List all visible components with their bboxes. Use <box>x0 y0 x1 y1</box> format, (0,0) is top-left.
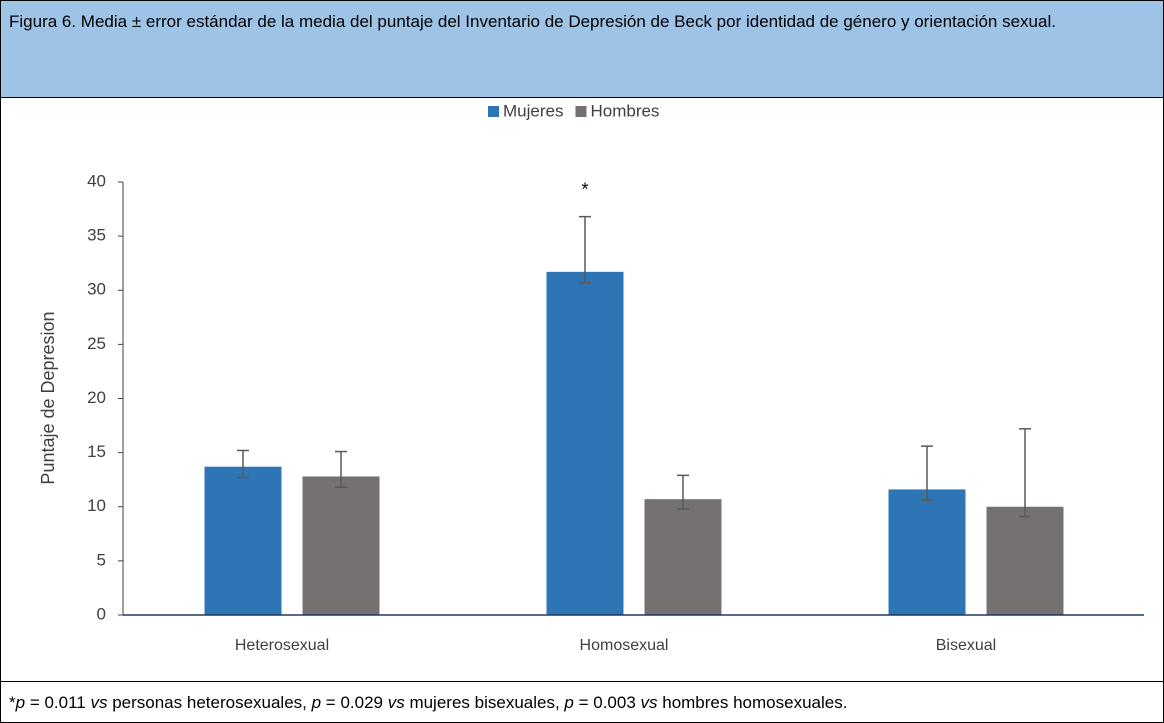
y-tick-label: 40 <box>87 171 106 190</box>
y-tick-label: 35 <box>87 226 106 245</box>
footnote-text: vs <box>90 693 108 712</box>
legend-label: Mujeres <box>503 101 563 120</box>
y-tick-label: 15 <box>87 442 106 461</box>
y-tick-label: 10 <box>87 496 106 515</box>
x-tick-label: Heterosexual <box>235 637 329 654</box>
annotation: * <box>581 179 588 199</box>
footnote-text: * <box>9 693 16 712</box>
x-tick-label: Bisexual <box>936 637 996 654</box>
footnote-text: hombres homosexuales. <box>657 693 848 712</box>
legend-swatch <box>575 106 587 117</box>
footnote-text: p <box>15 693 26 712</box>
legend-swatch <box>488 106 499 117</box>
footnote-text: = 0.003 <box>573 693 641 712</box>
bar <box>204 466 282 615</box>
footnote-text: p <box>311 693 322 712</box>
y-axis-label: Puntaje de Depresion <box>38 311 58 484</box>
footnote-text: = 0.029 <box>321 693 388 712</box>
bar <box>546 271 624 615</box>
bar <box>302 476 380 615</box>
footnote-text: p <box>564 693 574 712</box>
footnote-text: mujeres bisexuales, <box>404 693 565 712</box>
chart: Puntaje de Depresion 0 5 10 15 20 25 30 35 40 Het… <box>38 101 1144 654</box>
footnote: *p = 0.011 vs personas heterosexuales, p… <box>1 681 1163 723</box>
x-tick-label: Homosexual <box>580 637 669 654</box>
bar <box>888 489 966 615</box>
y-tick-label: 5 <box>97 550 106 569</box>
y-tick-label: 20 <box>87 388 106 407</box>
footnote-text: vs <box>640 693 658 712</box>
legend-label: Hombres <box>590 101 659 120</box>
y-tick-label: 25 <box>87 334 106 353</box>
y-tick-label: 0 <box>97 604 106 623</box>
footnote-text: = 0.011 <box>25 693 91 712</box>
footnote-text: personas heterosexuales, <box>107 693 312 712</box>
y-tick-label: 30 <box>87 280 106 299</box>
bar <box>644 499 722 615</box>
bar <box>986 506 1064 615</box>
figure-title: Figura 6. Media ± error estándar de la m… <box>1 1 1163 98</box>
footnote-text: vs <box>387 693 405 712</box>
